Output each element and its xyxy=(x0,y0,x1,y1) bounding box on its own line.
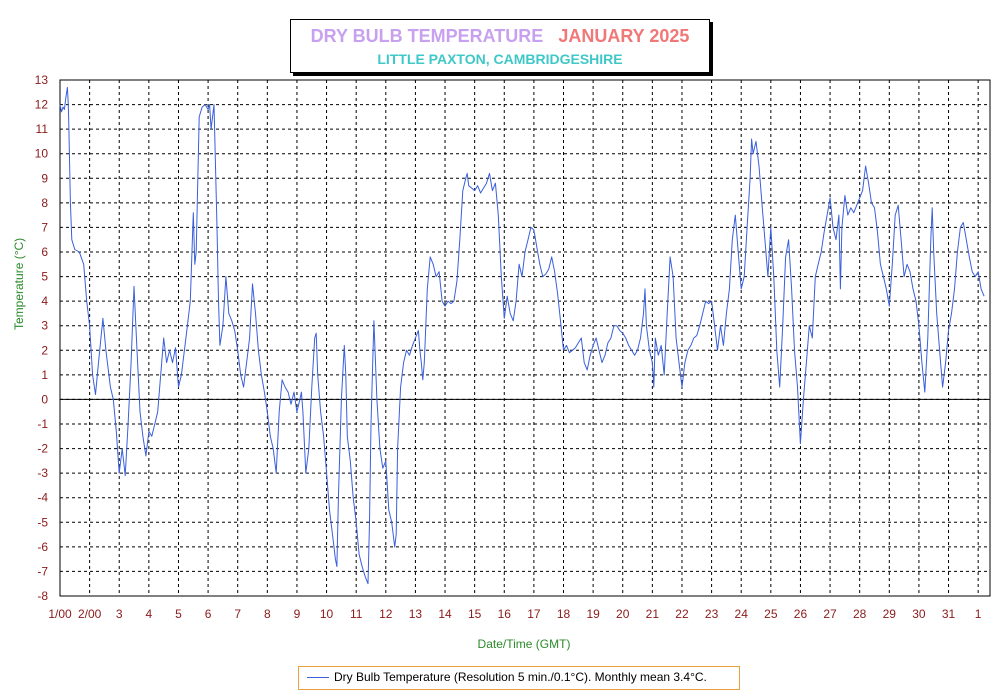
x-tick-label: 3 xyxy=(116,607,123,621)
y-tick-label: -2 xyxy=(37,442,48,456)
plot-frame xyxy=(59,79,991,597)
x-tick-label: 2/00 xyxy=(78,607,102,621)
y-tick-label: -8 xyxy=(37,589,48,603)
y-tick-label: 2 xyxy=(41,343,48,357)
x-tick-label: 14 xyxy=(438,607,452,621)
x-tick-label: 16 xyxy=(498,607,512,621)
y-tick-label: 1 xyxy=(41,368,48,382)
y-tick-label: 4 xyxy=(41,294,48,308)
y-tick-label: -1 xyxy=(37,417,48,431)
y-tick-label: 7 xyxy=(41,220,48,234)
x-tick-label: 4 xyxy=(146,607,153,621)
x-tick-label: 20 xyxy=(616,607,630,621)
y-tick-label: 13 xyxy=(35,73,49,87)
x-tick-label: 27 xyxy=(823,607,837,621)
y-tick-label: -6 xyxy=(37,540,48,554)
x-tick-label: 30 xyxy=(912,607,926,621)
y-tick-label: 3 xyxy=(41,319,48,333)
temperature-series-line xyxy=(59,86,985,585)
x-tick-label: 9 xyxy=(294,607,301,621)
legend: Dry Bulb Temperature (Resolution 5 min./… xyxy=(298,666,740,690)
x-tick-label: 6 xyxy=(205,607,212,621)
y-tick-label: -7 xyxy=(37,564,48,578)
x-tick-label: 24 xyxy=(735,607,749,621)
chart-title: DRY BULB TEMPERATURE xyxy=(310,26,544,46)
y-tick-label: 8 xyxy=(41,196,48,210)
x-tick-label: 5 xyxy=(175,607,182,621)
x-tick-label: 28 xyxy=(853,607,867,621)
x-tick-label: 1/00 xyxy=(48,607,72,621)
x-tick-label: 25 xyxy=(764,607,778,621)
x-tick-label: 1 xyxy=(975,607,982,621)
x-tick-label: 23 xyxy=(705,607,719,621)
x-tick-label: 15 xyxy=(468,607,482,621)
y-tick-label: -3 xyxy=(37,466,48,480)
x-tick-label: 12 xyxy=(379,607,393,621)
series-layer xyxy=(59,86,985,585)
y-tick-label: -5 xyxy=(37,515,48,529)
x-tick-label: 11 xyxy=(350,607,363,621)
chart-title-month: JANUARY 2025 xyxy=(558,26,690,46)
chart-title-box: DRY BULB TEMPERATURE JANUARY 2025 LITTLE… xyxy=(290,19,710,73)
x-tick-label: 17 xyxy=(527,607,541,621)
chart-subtitle: LITTLE PAXTON, CAMBRIDGESHIRE xyxy=(377,51,623,67)
legend-swatch xyxy=(307,677,329,678)
x-tick-label: 8 xyxy=(264,607,271,621)
grid-lines xyxy=(60,80,990,596)
y-tick-label: 9 xyxy=(41,171,48,185)
x-tick-labels: 1/00 2/00 3 4 5 6 7 8 9 10 11 12 13 14 15 16 17 18 19 20 21 2… xyxy=(48,607,981,621)
x-tick-label: 13 xyxy=(409,607,423,621)
y-tick-label: 5 xyxy=(41,270,48,284)
x-tick-label: 31 xyxy=(942,607,956,621)
x-tick-label: 21 xyxy=(646,607,660,621)
y-tick-label: 6 xyxy=(41,245,48,259)
x-tick-label: 29 xyxy=(883,607,897,621)
y-tick-label: 0 xyxy=(41,392,48,406)
x-tick-label: 26 xyxy=(794,607,808,621)
x-tick-label: 7 xyxy=(234,607,241,621)
x-tick-label: 22 xyxy=(675,607,689,621)
legend-label: Dry Bulb Temperature (Resolution 5 min./… xyxy=(334,670,707,684)
x-tick-label: 18 xyxy=(557,607,571,621)
x-axis-label: Date/Time (GMT) xyxy=(477,637,571,651)
y-tick-label: 11 xyxy=(36,122,49,136)
y-axis-label: Temperature (°C) xyxy=(12,237,26,330)
y-tick-label: 10 xyxy=(35,147,49,161)
chart-title-line: DRY BULB TEMPERATURE JANUARY 2025 xyxy=(291,26,709,47)
x-tick-label: 19 xyxy=(586,607,600,621)
y-tick-label: -4 xyxy=(37,491,48,505)
y-tick-label: 12 xyxy=(35,98,49,112)
x-tick-label: 10 xyxy=(320,607,334,621)
